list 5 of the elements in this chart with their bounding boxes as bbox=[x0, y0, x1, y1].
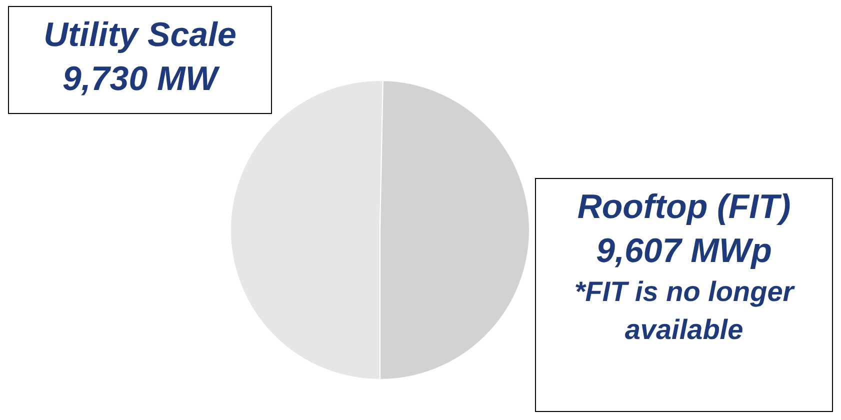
slice-label: Utility Scale bbox=[42, 15, 238, 56]
data-label: 9,607 MWp bbox=[595, 231, 773, 272]
data-label: 9,730 MW bbox=[62, 59, 221, 100]
slice-label: Rooftop (FIT) bbox=[576, 187, 792, 228]
text: *FIT is no longer available bbox=[573, 275, 796, 347]
